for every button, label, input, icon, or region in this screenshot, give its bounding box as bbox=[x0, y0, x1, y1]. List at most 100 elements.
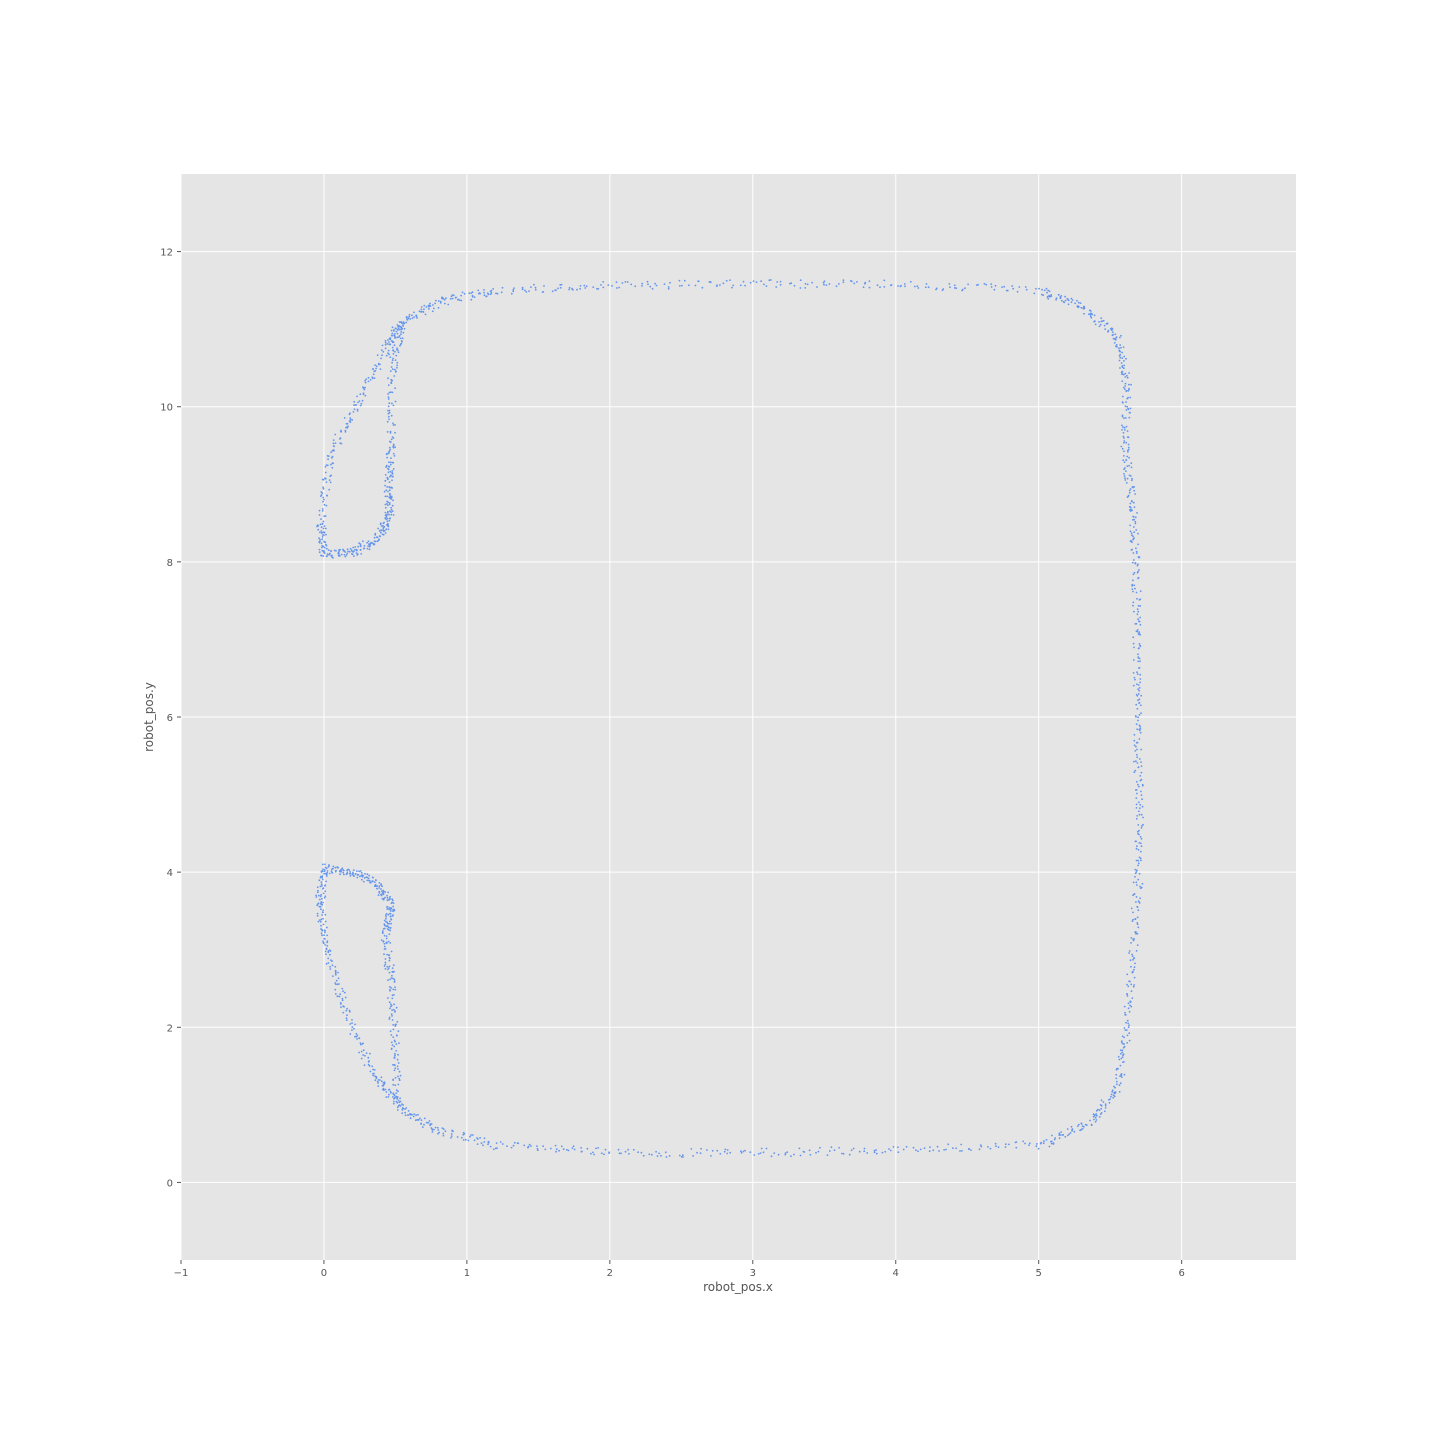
data-point bbox=[1132, 538, 1135, 540]
data-point bbox=[318, 894, 320, 897]
data-point bbox=[1136, 830, 1139, 833]
data-point bbox=[384, 896, 386, 899]
data-point bbox=[1139, 704, 1142, 707]
data-point bbox=[1118, 359, 1121, 362]
data-point bbox=[1070, 301, 1073, 304]
data-point bbox=[327, 957, 330, 960]
data-point bbox=[321, 545, 324, 547]
data-point bbox=[390, 486, 393, 489]
data-point bbox=[383, 525, 386, 528]
data-point bbox=[382, 533, 385, 536]
data-point bbox=[961, 1150, 963, 1152]
data-point bbox=[917, 287, 920, 289]
data-point bbox=[1033, 292, 1036, 295]
data-point bbox=[402, 1104, 404, 1106]
data-point bbox=[411, 314, 413, 317]
data-point bbox=[1128, 1032, 1131, 1035]
data-point bbox=[405, 316, 408, 319]
data-point bbox=[405, 1107, 408, 1109]
data-point bbox=[384, 1088, 387, 1091]
data-point bbox=[387, 352, 389, 355]
data-point bbox=[512, 1144, 515, 1147]
x-tick-label: 3 bbox=[750, 1268, 756, 1279]
data-point bbox=[404, 1111, 406, 1114]
data-point bbox=[1139, 731, 1142, 734]
data-point bbox=[1128, 416, 1131, 419]
data-point bbox=[557, 287, 559, 290]
data-point bbox=[471, 291, 474, 294]
data-point bbox=[1117, 1055, 1120, 1058]
data-point bbox=[1128, 387, 1130, 390]
data-point bbox=[395, 370, 397, 373]
data-point bbox=[1139, 590, 1142, 592]
data-point bbox=[381, 897, 384, 900]
data-point bbox=[400, 326, 403, 329]
data-point bbox=[1047, 298, 1050, 300]
data-point bbox=[1110, 1095, 1112, 1098]
data-point bbox=[374, 540, 377, 543]
data-point bbox=[323, 550, 325, 552]
data-point bbox=[1139, 804, 1142, 806]
data-point bbox=[411, 1113, 413, 1116]
data-point bbox=[1116, 1083, 1118, 1086]
data-point bbox=[1112, 1094, 1115, 1097]
data-point bbox=[583, 284, 586, 287]
data-point bbox=[1128, 474, 1131, 477]
data-point bbox=[402, 331, 405, 334]
data-point bbox=[401, 1108, 404, 1111]
data-point bbox=[322, 892, 325, 895]
data-point bbox=[420, 1123, 422, 1125]
data-point bbox=[385, 518, 388, 521]
data-point bbox=[1121, 1049, 1124, 1052]
data-point bbox=[343, 554, 346, 556]
data-point bbox=[321, 546, 323, 549]
data-point bbox=[421, 1126, 424, 1128]
data-point bbox=[387, 415, 390, 418]
data-point bbox=[425, 306, 428, 308]
data-point bbox=[1115, 1080, 1118, 1083]
data-point bbox=[1100, 1104, 1103, 1107]
data-point bbox=[1113, 338, 1116, 340]
data-point bbox=[1016, 290, 1019, 293]
data-point bbox=[1139, 681, 1141, 684]
data-point bbox=[326, 926, 328, 929]
data-point bbox=[319, 895, 322, 898]
data-point bbox=[398, 325, 400, 327]
data-point bbox=[905, 1145, 908, 1148]
data-point bbox=[319, 531, 321, 534]
data-point bbox=[1092, 1113, 1095, 1116]
data-point bbox=[330, 959, 332, 961]
data-point bbox=[765, 285, 768, 287]
data-point bbox=[399, 328, 401, 331]
data-point bbox=[341, 997, 344, 1000]
data-point bbox=[386, 431, 389, 433]
data-point bbox=[320, 932, 323, 935]
data-point bbox=[384, 891, 387, 893]
data-point bbox=[1110, 329, 1113, 332]
data-point bbox=[1132, 515, 1134, 518]
data-point bbox=[477, 292, 480, 295]
data-point bbox=[316, 525, 318, 528]
data-point bbox=[640, 1151, 643, 1154]
data-point bbox=[742, 280, 745, 283]
data-point bbox=[388, 503, 391, 506]
data-point bbox=[442, 1128, 445, 1130]
data-point bbox=[470, 298, 473, 301]
data-point bbox=[340, 870, 343, 873]
data-point bbox=[425, 1121, 428, 1124]
data-point bbox=[320, 532, 323, 534]
data-point bbox=[1123, 1045, 1126, 1048]
data-point bbox=[389, 448, 392, 451]
data-point bbox=[592, 1151, 594, 1154]
data-point bbox=[1136, 756, 1139, 759]
data-point bbox=[356, 410, 359, 412]
data-point bbox=[389, 475, 391, 478]
data-point bbox=[341, 987, 344, 990]
data-point bbox=[321, 863, 324, 866]
data-point bbox=[1100, 320, 1103, 323]
data-point bbox=[374, 369, 377, 372]
data-point bbox=[1058, 1137, 1061, 1140]
data-point bbox=[323, 498, 325, 501]
data-point bbox=[967, 283, 969, 286]
data-point bbox=[731, 286, 733, 289]
